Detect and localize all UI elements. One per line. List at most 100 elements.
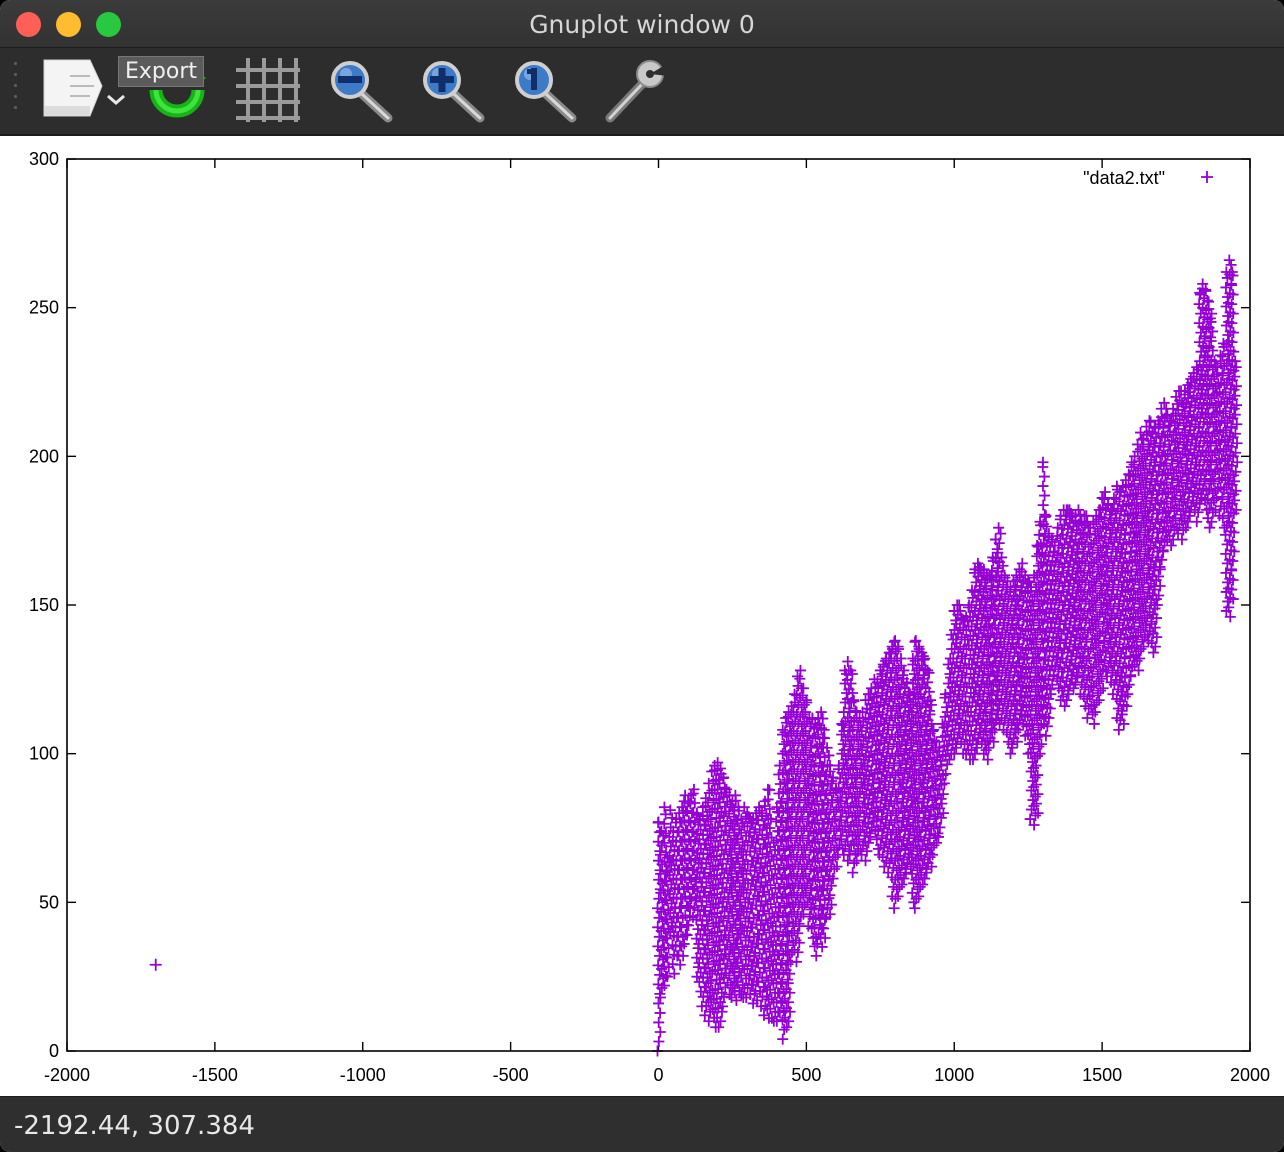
data-point — [844, 725, 856, 737]
data-point — [847, 800, 859, 812]
data-point — [674, 959, 686, 971]
data-point — [862, 837, 874, 849]
data-point — [796, 813, 808, 825]
data-point — [995, 528, 1007, 540]
data-point — [657, 830, 669, 842]
data-point — [847, 781, 859, 793]
maximize-button[interactable] — [96, 12, 121, 37]
data-point — [791, 956, 803, 968]
data-point — [661, 952, 673, 964]
data-point — [849, 705, 861, 717]
plot-area[interactable]: -2000 -1500 -1000 -500 0 500 1000 1500 2000 0 50 1… — [0, 136, 1284, 1096]
y-axis: 0 50 100 150 200 250 300 — [29, 149, 1250, 1061]
data-points — [149, 254, 1243, 1057]
data-point — [661, 971, 673, 983]
y-tick-label: 250 — [29, 298, 59, 318]
export-button[interactable] — [40, 54, 130, 128]
title-bar[interactable]: Gnuplot window 0 — [0, 0, 1284, 48]
data-point — [778, 824, 790, 836]
data-point — [827, 834, 839, 846]
legend-marker — [1201, 171, 1213, 183]
data-point — [847, 762, 859, 774]
data-point — [794, 692, 806, 704]
data-point — [931, 837, 943, 849]
scatter-chart[interactable]: -2000 -1500 -1000 -500 0 500 1000 1500 2000 0 50 1… — [0, 136, 1284, 1096]
data-point — [806, 780, 818, 792]
data-point — [848, 838, 860, 850]
y-tick-label: 200 — [29, 446, 59, 466]
data-point — [792, 946, 804, 958]
close-button[interactable] — [16, 12, 41, 37]
data-point — [677, 950, 689, 962]
grid-button[interactable] — [232, 54, 304, 128]
data-point — [816, 941, 828, 953]
data-point — [798, 785, 810, 797]
export-icon — [43, 59, 125, 117]
data-point — [810, 950, 822, 962]
data-point — [656, 982, 668, 994]
data-point — [782, 939, 794, 951]
data-point — [654, 1026, 666, 1038]
data-point — [849, 848, 861, 860]
data-point — [1223, 254, 1235, 266]
data-point — [783, 806, 795, 818]
data-point — [762, 783, 774, 795]
data-point — [797, 766, 809, 778]
y-tick-label: 100 — [29, 744, 59, 764]
data-point — [1034, 748, 1046, 760]
minimize-button[interactable] — [56, 12, 81, 37]
data-point — [702, 958, 714, 970]
data-point — [848, 714, 860, 726]
settings-button[interactable] — [600, 54, 672, 128]
data-point — [797, 870, 809, 882]
grid-icon — [236, 58, 300, 122]
data-point — [797, 889, 809, 901]
data-point — [842, 655, 854, 667]
data-point — [706, 908, 718, 920]
data-point — [664, 804, 676, 816]
data-point — [771, 1015, 783, 1027]
data-point — [819, 932, 831, 944]
data-point — [1088, 718, 1100, 730]
data-point — [1093, 694, 1105, 706]
data-point — [845, 677, 857, 689]
data-point — [765, 813, 777, 825]
zoom-out-button[interactable] — [326, 54, 396, 128]
data-point — [706, 804, 718, 816]
data-point — [684, 891, 696, 903]
data-point — [784, 825, 796, 837]
data-point — [782, 834, 794, 846]
data-point — [655, 925, 667, 937]
data-point — [826, 777, 838, 789]
data-point — [712, 757, 724, 769]
data-point — [847, 867, 859, 879]
data-point — [1034, 729, 1046, 741]
data-point — [818, 922, 830, 934]
data-point — [1191, 516, 1203, 528]
data-point — [783, 768, 795, 780]
data-point — [792, 670, 804, 682]
data-point — [777, 767, 789, 779]
data-point — [783, 749, 795, 761]
data-point — [682, 881, 694, 893]
data-point — [729, 789, 741, 801]
zoom-in-button[interactable] — [418, 54, 488, 128]
data-point — [707, 861, 719, 873]
data-point — [705, 975, 717, 987]
data-point — [681, 805, 693, 817]
data-point — [821, 742, 833, 754]
x-tick-label: 2000 — [1230, 1065, 1270, 1085]
data-point — [768, 837, 780, 849]
zoom-reset-button[interactable] — [510, 54, 580, 128]
data-point — [817, 713, 829, 725]
data-point — [706, 965, 718, 977]
data-point — [654, 991, 666, 1003]
data-point — [805, 884, 817, 896]
data-point — [718, 771, 730, 783]
data-point — [675, 921, 687, 933]
data-point — [829, 832, 841, 844]
data-point — [824, 908, 836, 920]
data-point — [777, 805, 789, 817]
data-point — [797, 908, 809, 920]
toolbar-grip-icon[interactable] — [14, 62, 18, 116]
